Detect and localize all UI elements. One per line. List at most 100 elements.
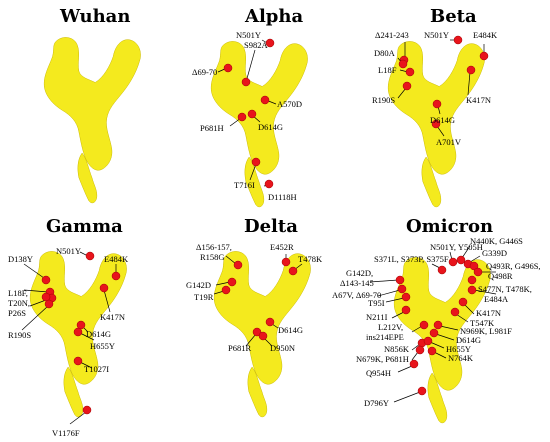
mutation-label: Q498R — [488, 271, 513, 281]
panel-title: Wuhan — [59, 6, 130, 27]
mutation-markers — [21, 251, 121, 425]
mutation-marker — [448, 257, 458, 267]
panel-title: Delta — [244, 216, 298, 237]
leader-line — [435, 333, 455, 341]
panel-beta: Beta Δ241-243 D80A L18F R190S N501Y — [372, 6, 498, 208]
leader-line — [21, 305, 49, 331]
mutation-marker — [241, 77, 251, 87]
mutation-label: G142D — [186, 280, 211, 290]
panel-wuhan: Wuhan — [43, 6, 141, 204]
leader-line — [23, 289, 49, 293]
leader-line — [455, 313, 469, 323]
mutation-marker — [252, 327, 262, 337]
leader-line — [436, 125, 445, 137]
mutation-marker — [85, 251, 95, 261]
mutation-label: ins214EPE — [366, 332, 404, 342]
panel-omicron: Omicron — [332, 216, 541, 424]
mutation-marker — [73, 356, 83, 366]
leader-line — [439, 325, 459, 331]
leader-line — [393, 391, 421, 403]
mutation-label: N969K, L981F — [460, 326, 512, 336]
mutation-marker — [247, 109, 257, 119]
mutation-marker — [450, 307, 460, 317]
mutation-marker — [453, 35, 463, 45]
panel-title: Omicron — [406, 216, 493, 237]
mutation-label: D138Y — [8, 254, 33, 264]
mutation-marker — [409, 359, 419, 369]
mutation-marker — [429, 328, 439, 338]
panel-title: Gamma — [46, 216, 123, 237]
mutation-marker — [260, 95, 270, 105]
mutation-marker — [431, 119, 441, 129]
mutation-marker — [265, 38, 275, 48]
mutation-label: D614G — [456, 335, 481, 345]
mutation-markers — [217, 38, 277, 189]
mutation-label: P681R — [228, 343, 251, 353]
mutation-marker — [233, 260, 243, 270]
mutation-marker — [423, 336, 433, 346]
mutation-label: Δ156-157, — [196, 242, 232, 252]
mutation-label: R190S — [372, 95, 395, 105]
mutation-markers — [397, 35, 489, 137]
mutation-marker — [467, 275, 477, 285]
mutation-label: Δ143-145 — [340, 278, 374, 288]
leader-line — [79, 332, 95, 341]
mutation-label: N440K, G446S — [470, 236, 523, 246]
mutation-marker — [395, 275, 405, 285]
leader-line — [463, 303, 475, 315]
mutation-marker — [251, 157, 261, 167]
mutation-label: E484A — [484, 294, 509, 304]
mutation-label: D950N — [270, 343, 295, 353]
mutation-label: P26S — [8, 308, 26, 318]
leader-line — [103, 289, 111, 313]
leader-line — [23, 263, 45, 279]
spike-protein-structure — [43, 37, 141, 204]
mutation-label: A67V, Δ69-70 — [332, 290, 381, 300]
leader-line — [29, 299, 47, 307]
mutation-markers — [213, 254, 303, 347]
panel-title: Alpha — [244, 6, 303, 27]
mutation-label: D614G — [430, 115, 455, 125]
mutation-label: T19R — [194, 292, 214, 302]
leader-line — [431, 263, 441, 269]
mutation-label: T478K — [298, 254, 323, 264]
mutation-label: K417N — [100, 312, 125, 322]
mutation-label: T20N, — [8, 298, 30, 308]
mutation-marker — [419, 320, 429, 330]
leader-line — [467, 71, 471, 96]
mutation-marker — [415, 345, 425, 355]
mutation-label: E484K — [473, 30, 498, 40]
mutation-marker — [223, 63, 233, 73]
leader-line — [69, 411, 87, 425]
leader-line — [397, 365, 413, 373]
mutation-label: N501Y — [236, 30, 261, 40]
leader-line — [245, 333, 257, 347]
mutation-label: P681H — [200, 123, 224, 133]
mutation-label: D614G — [258, 122, 283, 132]
mutation-marker — [405, 67, 415, 77]
mutation-label: G142D, — [346, 268, 373, 278]
mutation-marker — [44, 299, 54, 309]
mutation-label: H655Y — [90, 341, 115, 351]
panel-title: Beta — [430, 6, 477, 27]
mutation-marker — [402, 81, 412, 91]
mutation-marker — [227, 277, 237, 287]
mutation-label: L18F, — [8, 288, 28, 298]
leader-line — [429, 341, 445, 349]
leader-line — [369, 279, 399, 283]
leader-line — [249, 163, 257, 181]
mutation-marker — [41, 275, 51, 285]
mutation-marker — [432, 99, 442, 109]
mutation-label: N501Y, Y505H — [430, 242, 483, 252]
mutation-label: G339D — [482, 248, 507, 258]
leader-line — [385, 297, 405, 303]
mutation-label: E484K — [104, 254, 129, 264]
mutation-marker — [467, 285, 477, 295]
mutation-label: N764K — [448, 353, 474, 363]
leader-line — [461, 245, 471, 259]
mutation-label: N211I — [366, 312, 388, 322]
mutation-marker — [397, 284, 407, 294]
leader-line — [469, 255, 481, 263]
mutation-marker — [456, 255, 466, 265]
